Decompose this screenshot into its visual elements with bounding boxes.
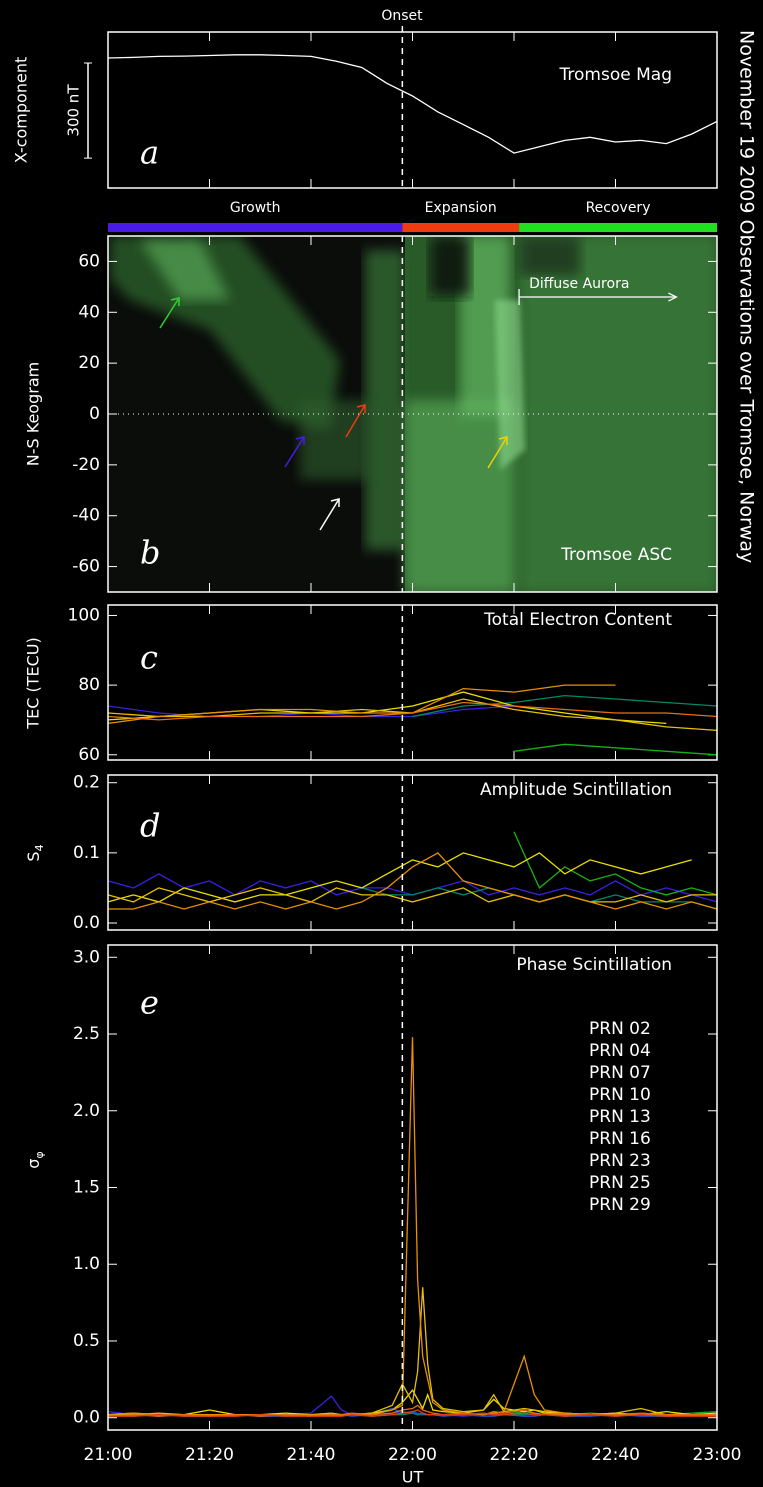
panel-title: Tromsoe ASC [560,545,672,565]
phase-bar [519,223,717,232]
phase-label: Expansion [425,200,497,216]
x-tick-label: 21:40 [287,1445,336,1465]
data-line [513,831,718,896]
y-tick-label: 1.5 [73,1178,100,1198]
y-axis-label: TEC (TECU) [24,637,43,729]
y-tick-label: 60 [78,745,100,765]
panel-letter: c [140,639,158,677]
scale-bar-label: 300 nT [65,84,83,137]
x-tick-label: 22:20 [490,1445,539,1465]
legend-entry: PRN 10 [589,1085,651,1105]
y-tick-label: 0.1 [73,843,100,863]
data-line [107,54,718,154]
annotation-text: Diffuse Aurora [529,276,629,292]
data-line [107,701,718,721]
data-line [108,1409,717,1417]
y-tick-label: 2.0 [73,1101,100,1121]
legend-entry: PRN 02 [589,1019,651,1039]
y-tick-label: 0.0 [73,1408,100,1428]
legend-entry: PRN 25 [589,1173,651,1193]
panel-frame [107,604,718,761]
panel-letter: d [140,807,160,845]
data-line [412,694,718,718]
y-tick-label: 1.0 [73,1254,100,1274]
y-tick-label: 60 [78,251,100,271]
y-tick-label: 0 [89,404,100,424]
y-tick-label: 0.2 [73,773,100,793]
y-axis-label-sub: 4 [33,844,46,851]
legend-entry: PRN 13 [589,1107,651,1127]
legend-entry: PRN 07 [589,1063,651,1083]
legend-entry: PRN 16 [589,1129,651,1149]
y-tick-label: 40 [78,302,100,322]
y-tick-label: 20 [78,353,100,373]
legend-entry: PRN 04 [589,1041,651,1061]
y-axis-label-main: S [24,851,43,861]
phase-label: Recovery [586,200,651,216]
phase-label: Growth [230,200,281,216]
legend-entry: PRN 23 [589,1151,651,1171]
onset-label: Onset [381,8,423,24]
y-tick-label: 100 [68,605,100,625]
y-tick-label: 2.5 [73,1024,100,1044]
y-tick-label: -60 [72,557,100,577]
y-tick-label: -40 [72,506,100,526]
y-tick-label: -20 [72,455,100,475]
data-line [513,743,718,756]
panel-frame [107,774,718,931]
panel-frame [107,235,718,593]
panel-title: Phase Scintillation [516,955,672,975]
panel-frame [107,944,718,1431]
x-tick-label: 22:40 [591,1445,640,1465]
y-tick-label: 80 [78,675,100,695]
y-axis-label: N-S Keogram [24,362,43,466]
x-tick-label: 21:00 [84,1445,133,1465]
legend-entry: PRN 29 [589,1195,651,1215]
x-axis-label: UT [402,1468,424,1487]
y-tick-label: 3.0 [73,947,100,967]
panel-letter: e [140,984,159,1022]
panel-title: Amplitude Scintillation [480,780,672,800]
data-line [107,684,616,725]
y-axis-label: X-component [12,57,31,163]
phase-bar [108,223,403,232]
x-tick-label: 21:20 [185,1445,234,1465]
panel-title: Tromsoe Mag [559,65,672,85]
data-line [108,852,718,910]
data-line [361,887,718,910]
keogram-arrows [159,297,508,531]
y-axis-label-sub: φ [33,1151,46,1158]
panel-title: Total Electron Content [483,610,672,630]
annotation-head [668,292,678,302]
data-line [107,698,718,732]
panel-letter: a [140,134,159,172]
x-tick-label: 22:00 [388,1445,437,1465]
panel-letter: b [140,534,160,572]
data-line [108,1287,717,1416]
y-axis-label-main: σ [24,1159,43,1169]
y-tick-label: 0.0 [73,913,100,933]
y-axis-label: σφ [24,1151,47,1168]
panel-frame [107,31,718,189]
x-tick-label: 23:00 [693,1445,742,1465]
phase-bar [402,223,520,232]
y-tick-label: 0.5 [73,1331,100,1351]
y-axis-label: S4 [24,844,47,861]
figure-title: November 19 2009 Observations over Troms… [736,30,758,563]
data-line [107,852,692,903]
